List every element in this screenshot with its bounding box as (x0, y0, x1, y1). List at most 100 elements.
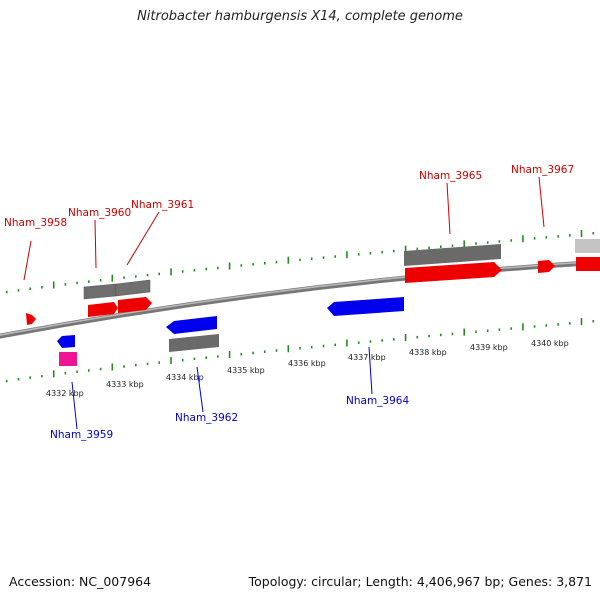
map-title: Nitrobacter hamburgensis X14, complete g… (137, 9, 463, 24)
major-tick (287, 345, 290, 353)
gene-nham-3958[interactable] (26, 313, 36, 325)
gene-nham-3967[interactable] (538, 260, 555, 273)
minor-tick (334, 343, 336, 347)
minor-tick (510, 239, 512, 242)
major-tick (228, 351, 231, 358)
gene-nham-3962-arrow[interactable] (166, 316, 217, 334)
minor-tick (334, 255, 336, 258)
minor-tick (322, 256, 325, 259)
label-nham-3960[interactable]: Nham_3960 (68, 207, 131, 219)
minor-tick (369, 252, 372, 255)
minor-tick (451, 332, 454, 336)
genome-backbone (0, 259, 600, 339)
minor-tick (545, 236, 548, 239)
scale-label: 4338 kbp (409, 348, 447, 357)
major-tick (170, 357, 172, 365)
minor-tick (486, 241, 489, 244)
gene-nham-3962 (169, 334, 219, 352)
scale-label: 4333 kbp (106, 380, 144, 389)
minor-tick (498, 328, 501, 331)
minor-tick (181, 270, 184, 273)
label-nham-3967[interactable]: Nham_3967 (511, 164, 574, 176)
gene-nham-3964[interactable] (327, 297, 404, 316)
gene-leaders (23, 176, 545, 430)
label-nham-3958[interactable]: Nham_3958 (4, 217, 67, 229)
major-tick (346, 251, 348, 259)
minor-tick (310, 257, 313, 260)
minor-tick (135, 275, 137, 278)
minor-tick (475, 242, 477, 245)
minor-tick (99, 367, 102, 371)
label-nham-3959[interactable]: Nham_3959 (50, 429, 113, 441)
minor-tick (64, 371, 67, 375)
minor-tick (569, 234, 571, 237)
minor-tick (393, 338, 395, 341)
minor-tick (88, 369, 90, 372)
forward-strand-ticks (5, 230, 595, 294)
scale-label: 4335 kbp (227, 366, 265, 375)
minor-tick (592, 232, 595, 235)
gene-nham-3960[interactable] (88, 302, 118, 317)
minor-tick (41, 374, 43, 378)
minor-tick (29, 376, 31, 379)
minor-tick (240, 264, 243, 267)
scale-label: 4339 kbp (470, 343, 508, 352)
minor-tick (5, 290, 8, 294)
major-tick (404, 245, 407, 253)
minor-tick (428, 334, 430, 338)
gene-nham-3959[interactable] (59, 352, 77, 366)
major-tick (580, 230, 583, 237)
minor-tick (322, 344, 325, 348)
minor-tick (381, 339, 383, 342)
major-tick (404, 334, 407, 341)
reverse-strand-ticks (5, 318, 595, 383)
minor-tick (428, 246, 430, 250)
minor-tick (299, 347, 301, 350)
minor-tick (510, 327, 512, 330)
major-tick (580, 318, 583, 326)
minor-tick (533, 325, 536, 328)
major-tick (111, 363, 114, 371)
minor-tick (451, 244, 454, 247)
minor-tick (135, 363, 137, 367)
label-nham-3961[interactable]: Nham_3961 (131, 199, 194, 211)
minor-tick (17, 289, 20, 292)
scale-label: 4337 kbp (348, 353, 386, 362)
minor-tick (440, 245, 442, 248)
minor-tick (17, 378, 20, 381)
minor-tick (416, 247, 419, 251)
major-tick (52, 370, 55, 378)
gene-nham-3965[interactable] (405, 262, 502, 283)
minor-tick (557, 323, 559, 326)
minor-tick (205, 267, 207, 271)
cds-bar-nham-3960 (83, 283, 117, 300)
major-tick (170, 268, 172, 276)
label-nham-3964[interactable]: Nham_3964 (346, 395, 409, 407)
minor-tick (299, 258, 301, 262)
scale-label: 4334 kbp (166, 373, 204, 382)
label-nham-3965[interactable]: Nham_3965 (419, 170, 482, 182)
gene-nham-3959-arrow[interactable] (57, 335, 75, 348)
gene-features (26, 239, 600, 366)
minor-tick (275, 260, 278, 264)
minor-tick (193, 357, 196, 361)
minor-tick (393, 249, 395, 253)
label-nham-3962[interactable]: Nham_3962 (175, 412, 238, 424)
minor-tick (264, 262, 266, 265)
accession-text: Accession: NC_007964 (9, 574, 152, 589)
major-tick (228, 262, 231, 270)
scale-label: 4336 kbp (288, 359, 326, 368)
minor-tick (369, 340, 372, 343)
minor-tick (217, 355, 219, 358)
minor-tick (557, 235, 559, 238)
gene-nham-3961[interactable] (118, 297, 152, 313)
minor-tick (146, 273, 149, 277)
cds-bar-nham-3965 (404, 244, 501, 266)
minor-tick (76, 370, 78, 373)
minor-tick (252, 351, 254, 355)
minor-tick (475, 330, 477, 333)
minor-tick (64, 283, 67, 286)
minor-tick (381, 250, 383, 254)
minor-tick (158, 361, 160, 364)
